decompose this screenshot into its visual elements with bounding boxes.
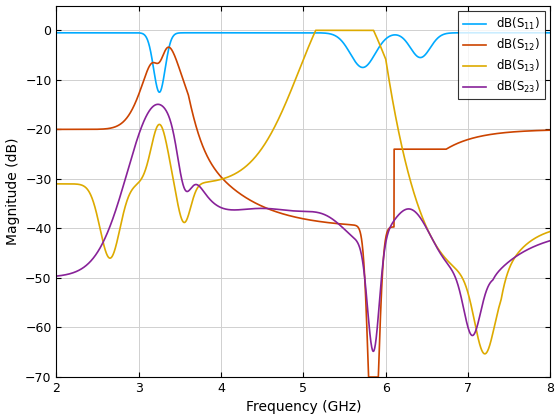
dB(S$_{13}$) bbox=[242, 164, 249, 169]
dB(S$_{12}$) bbox=[139, 82, 146, 87]
dB(S$_{12}$) bbox=[538, 128, 544, 133]
Line: dB(S$_{13}$): dB(S$_{13}$) bbox=[57, 30, 550, 354]
dB(S$_{23}$) bbox=[155, 102, 161, 107]
dB(S$_{11}$) bbox=[156, 90, 163, 95]
Line: dB(S$_{23}$): dB(S$_{23}$) bbox=[57, 104, 550, 352]
dB(S$_{12}$) bbox=[242, 195, 249, 200]
dB(S$_{23}$) bbox=[242, 207, 249, 212]
dB(S$_{23}$) bbox=[370, 349, 377, 354]
dB(S$_{11}$) bbox=[264, 30, 271, 35]
dB(S$_{11}$) bbox=[53, 30, 60, 35]
Legend: dB(S$_{11}$), dB(S$_{12}$), dB(S$_{13}$), dB(S$_{23}$): dB(S$_{11}$), dB(S$_{12}$), dB(S$_{13}$)… bbox=[458, 11, 544, 100]
dB(S$_{12}$) bbox=[547, 128, 554, 133]
dB(S$_{13}$) bbox=[264, 137, 270, 142]
dB(S$_{23}$) bbox=[109, 216, 116, 221]
dB(S$_{12}$) bbox=[484, 132, 491, 137]
X-axis label: Frequency (GHz): Frequency (GHz) bbox=[246, 400, 361, 415]
dB(S$_{11}$) bbox=[484, 30, 491, 35]
dB(S$_{11}$) bbox=[538, 30, 544, 35]
dB(S$_{13}$) bbox=[109, 253, 116, 258]
dB(S$_{11}$) bbox=[242, 30, 249, 35]
dB(S$_{13}$) bbox=[139, 175, 146, 180]
dB(S$_{23}$) bbox=[139, 123, 146, 128]
dB(S$_{11}$) bbox=[547, 30, 554, 35]
dB(S$_{12}$) bbox=[165, 45, 172, 50]
dB(S$_{13}$) bbox=[482, 351, 488, 356]
dB(S$_{23}$) bbox=[538, 241, 544, 246]
dB(S$_{23}$) bbox=[264, 206, 271, 211]
dB(S$_{12}$) bbox=[365, 375, 372, 380]
dB(S$_{13}$) bbox=[484, 348, 491, 353]
dB(S$_{12}$) bbox=[264, 206, 271, 211]
dB(S$_{12}$) bbox=[109, 125, 116, 130]
dB(S$_{23}$) bbox=[547, 238, 554, 243]
dB(S$_{23}$) bbox=[484, 284, 491, 289]
dB(S$_{12}$) bbox=[53, 127, 60, 132]
dB(S$_{13}$) bbox=[547, 229, 554, 234]
dB(S$_{13}$) bbox=[53, 181, 60, 186]
Y-axis label: Magnitude (dB): Magnitude (dB) bbox=[6, 137, 20, 245]
dB(S$_{11}$) bbox=[139, 31, 146, 36]
dB(S$_{13}$) bbox=[538, 233, 544, 238]
Line: dB(S$_{11}$): dB(S$_{11}$) bbox=[57, 33, 550, 92]
dB(S$_{23}$) bbox=[53, 273, 60, 278]
Line: dB(S$_{12}$): dB(S$_{12}$) bbox=[57, 47, 550, 377]
dB(S$_{13}$) bbox=[312, 28, 319, 33]
dB(S$_{11}$) bbox=[109, 30, 116, 35]
